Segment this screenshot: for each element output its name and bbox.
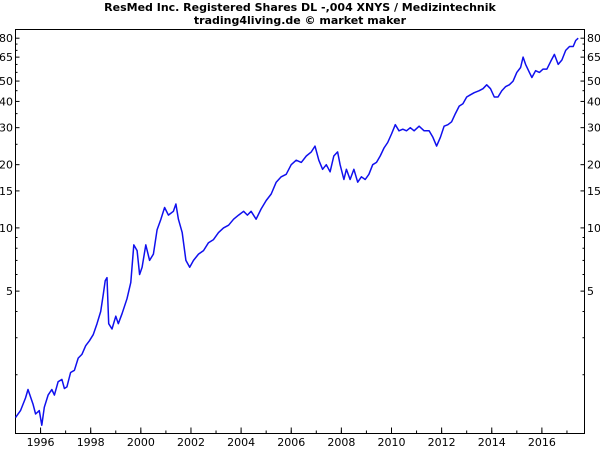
x-tick-label: 2008 [327, 436, 355, 449]
axis-ticks [15, 37, 585, 434]
plot-frame [15, 29, 585, 434]
y-tick-label-left: 80 [0, 32, 13, 45]
y-tick-label-right: 40 [587, 95, 600, 108]
x-tick-label: 2006 [277, 436, 305, 449]
y-tick-label-left: 40 [0, 95, 13, 108]
x-tick-label: 1998 [77, 436, 105, 449]
x-tick-label: 2012 [428, 436, 456, 449]
y-tick-label-right: 5 [587, 285, 594, 298]
y-tick-label-right: 20 [587, 159, 600, 172]
y-tick-label-right: 65 [587, 51, 600, 64]
y-tick-label-left: 50 [0, 75, 13, 88]
chart-subtitle: trading4living.de © market maker [194, 14, 407, 27]
tick-labels: 5 5 10 10 15 15 20 20 30 30 40 40 50 50 65 65 80 80 1996 19… [0, 32, 600, 449]
y-tick-label-left: 20 [0, 159, 13, 172]
x-tick-label: 2016 [528, 436, 556, 449]
y-tick-label-right: 15 [587, 185, 600, 198]
y-tick-label-left: 65 [0, 51, 13, 64]
x-tick-label: 2002 [177, 436, 205, 449]
y-tick-label-left: 15 [0, 185, 13, 198]
x-tick-label: 2014 [478, 436, 506, 449]
y-tick-label-right: 10 [587, 222, 600, 235]
y-tick-label-right: 80 [587, 32, 600, 45]
y-tick-label-left: 10 [0, 222, 13, 235]
y-tick-label-right: 30 [587, 122, 600, 135]
x-tick-label: 1996 [27, 436, 55, 449]
chart-title: ResMed Inc. Registered Shares DL -,004 X… [104, 1, 496, 14]
price-series-line [14, 37, 579, 426]
y-tick-label-left: 5 [6, 285, 13, 298]
x-tick-label: 2004 [227, 436, 255, 449]
y-tick-label-right: 50 [587, 75, 600, 88]
x-tick-label: 2010 [377, 436, 405, 449]
y-tick-label-left: 30 [0, 122, 13, 135]
x-tick-label: 2000 [127, 436, 155, 449]
